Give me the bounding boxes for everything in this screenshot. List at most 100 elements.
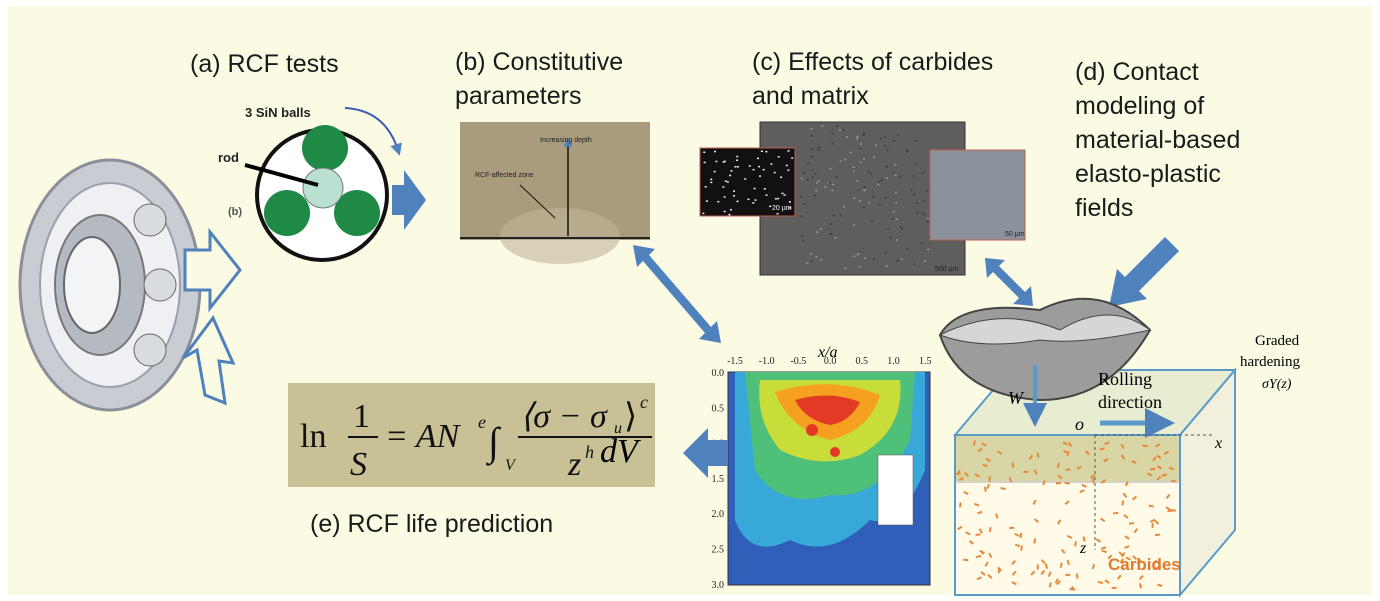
speckle: [817, 149, 819, 151]
speckle: [864, 190, 866, 192]
speckle: [921, 212, 923, 214]
speckle: [839, 129, 841, 131]
speckle: [770, 163, 772, 165]
x-tick-label: 0.5: [856, 356, 869, 367]
x-tick-label: -1.0: [759, 356, 775, 367]
formula-part: S: [350, 446, 367, 483]
speckle: [729, 175, 731, 177]
carbide: [1171, 509, 1176, 511]
rod: [303, 168, 343, 208]
speckle: [761, 150, 763, 152]
speckle: [753, 169, 755, 171]
speckle: [758, 166, 760, 168]
speckle: [894, 164, 896, 166]
speckle: [763, 169, 765, 171]
speckle: [926, 190, 928, 192]
speckle: [844, 268, 846, 270]
formula-part: z: [567, 446, 581, 483]
speckle: [896, 218, 898, 220]
speckle: [880, 138, 882, 140]
speckle: [896, 260, 898, 262]
speckle: [786, 165, 788, 167]
speckle: [893, 140, 895, 142]
speckle: [878, 181, 880, 183]
speckle: [879, 204, 881, 206]
speckle: [736, 160, 738, 162]
speckle: [857, 254, 859, 256]
speckle: [886, 177, 888, 179]
speckle: [832, 184, 834, 186]
speckle: [859, 266, 861, 268]
speckle: [863, 207, 865, 209]
speckle: [774, 172, 776, 174]
speckle: [906, 248, 908, 250]
speckle: [843, 206, 845, 208]
speckle: [856, 136, 858, 138]
speckle: [752, 202, 754, 204]
label: hardening: [1240, 354, 1300, 370]
speckle: [916, 212, 918, 214]
speckle: [911, 189, 913, 191]
speckle: [724, 161, 726, 163]
speckle: [725, 180, 727, 182]
speckle: [842, 129, 844, 131]
speckle: [811, 135, 813, 137]
speckle: [830, 233, 832, 235]
speckle: [914, 175, 916, 177]
panel-title: modeling of: [1075, 92, 1204, 120]
speckle: [923, 214, 925, 216]
speckle: [856, 180, 858, 182]
y-tick-label: 2.0: [712, 509, 725, 520]
y-tick-label: 3.0: [712, 580, 725, 591]
speckle: [800, 196, 802, 198]
label: σY(z): [1262, 377, 1292, 392]
speckle: [714, 151, 716, 153]
speckle: [787, 150, 789, 152]
speckle: [859, 148, 861, 150]
label: x: [1214, 435, 1222, 452]
speckle: [895, 202, 897, 204]
label: (b): [228, 206, 242, 218]
speckle: [913, 194, 915, 196]
speckle: [899, 176, 901, 178]
label: o: [1075, 414, 1084, 434]
speckle: [811, 170, 813, 172]
speckle: [820, 259, 822, 261]
speckle: [811, 149, 813, 151]
speckle: [893, 211, 895, 213]
speckle: [807, 162, 809, 164]
speckle: [868, 171, 870, 173]
speckle: [900, 226, 902, 228]
speckle: [747, 199, 749, 201]
speckle: [777, 198, 779, 200]
speckle: [765, 151, 767, 153]
speckle: [829, 168, 831, 170]
ball: [302, 125, 348, 171]
speckle: [777, 213, 779, 215]
carbide: [1152, 523, 1154, 528]
speckle: [863, 134, 865, 136]
speckle: [840, 160, 842, 162]
speckle: [759, 175, 761, 177]
speckle: [764, 188, 766, 190]
speckle: [784, 194, 786, 196]
speckle: [815, 190, 817, 192]
formula-part: ln: [300, 418, 326, 455]
speckle: [737, 166, 739, 168]
speckle: [860, 162, 862, 164]
carbide: [1024, 471, 1029, 473]
speckle: [733, 190, 735, 192]
speckle: [890, 237, 892, 239]
speckle: [901, 228, 903, 230]
speckle: [835, 176, 837, 178]
carbide: [1012, 462, 1014, 467]
label: RCF-affected zone: [475, 172, 534, 179]
speckle: [778, 156, 780, 158]
speckle: [927, 221, 929, 223]
speckle: [916, 202, 918, 204]
speckle: [829, 182, 831, 184]
panel-title: fields: [1075, 194, 1133, 222]
diagram: (a) RCF tests 3 SiN balls rod (b) (b) Co…: [0, 0, 1380, 601]
formula-part: c: [640, 392, 648, 412]
speckle: [885, 197, 887, 199]
